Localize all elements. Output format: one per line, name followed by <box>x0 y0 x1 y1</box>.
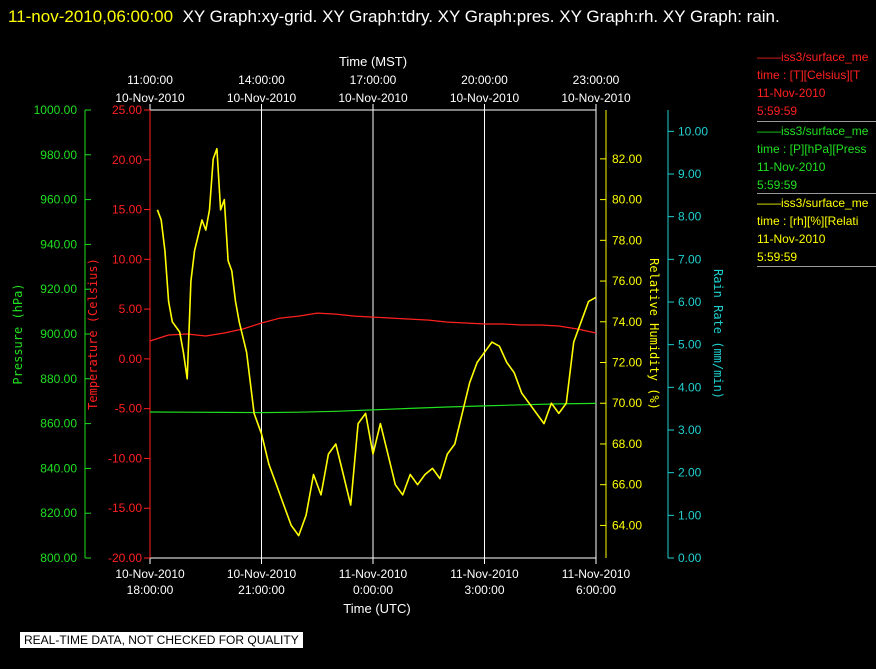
temperature-tick-label: -10.00 <box>108 451 142 465</box>
legend-divider <box>757 193 876 194</box>
temperature-tick-label: 20.00 <box>112 153 142 167</box>
x-top-tick-time: 20:00:00 <box>461 73 508 87</box>
legend-desc: time : [T][Celsius][T <box>757 68 861 82</box>
pressure-tick-label: 860.00 <box>40 417 77 431</box>
legend-divider <box>757 121 876 122</box>
pressure-tick-label: 980.00 <box>40 148 77 162</box>
x-tick-date: 10-Nov-2010 <box>227 567 297 581</box>
x-tick-time: 21:00:00 <box>238 583 285 597</box>
legend-name: ——iss3/surface_me <box>757 124 869 138</box>
legend-name: ——iss3/surface_me <box>757 50 869 64</box>
rain-tick-label: 9.00 <box>678 167 702 181</box>
legend-time: 5:59:59 <box>757 250 798 264</box>
legend-date: 11-Nov-2010 <box>757 232 826 246</box>
legend-entry-humidity[interactable]: ——iss3/surface_me time : [rh][%][Relati … <box>757 194 876 266</box>
rain-tick-label: 2.00 <box>678 466 702 480</box>
humidity-tick-label: 76.00 <box>612 274 642 288</box>
pressure-tick-label: 800.00 <box>40 551 77 565</box>
pressure-tick-label: 900.00 <box>40 327 77 341</box>
pressure-axis-label: Pressure (hPa) <box>11 283 25 384</box>
legend-divider <box>757 266 876 267</box>
rain-tick-label: 7.00 <box>678 252 702 266</box>
humidity-tick-label: 68.00 <box>612 437 642 451</box>
x-tick-date: 10-Nov-2010 <box>115 567 185 581</box>
x-tick-date: 11-Nov-2010 <box>450 567 519 581</box>
pressure-tick-label: 840.00 <box>40 461 77 475</box>
rain-tick-label: 3.00 <box>678 423 702 437</box>
temperature-tick-label: 10.00 <box>112 252 142 266</box>
temperature-tick-label: -20.00 <box>108 551 142 565</box>
rain-axis-label: Rain Rate (mm/min) <box>711 269 725 399</box>
temperature-tick-label: 0.00 <box>119 352 143 366</box>
pressure-tick-label: 1000.00 <box>34 103 78 117</box>
humidity-tick-label: 72.00 <box>612 356 642 370</box>
timestamp: 11-nov-2010,06:00:00 <box>8 7 174 26</box>
legend-desc: time : [P][hPa][Press <box>757 142 867 156</box>
legend-time: 5:59:59 <box>757 178 798 192</box>
rain-tick-label: 10.00 <box>678 124 708 138</box>
temperature-tick-label: 5.00 <box>119 302 143 316</box>
humidity-tick-label: 78.00 <box>612 233 642 247</box>
x-top-tick-date: 10-Nov-2010 <box>227 91 297 105</box>
pressure-tick-label: 880.00 <box>40 372 77 386</box>
x-tick-time: 18:00:00 <box>127 583 174 597</box>
chart-title: 11-nov-2010,06:00:00 XY Graph:xy-grid. X… <box>8 2 858 31</box>
temperature-axis-label: Temperature (Celsius) <box>86 258 100 410</box>
x-tick-date: 11-Nov-2010 <box>562 567 631 581</box>
temperature-tick-label: 15.00 <box>112 203 142 217</box>
x-top-tick-time: 17:00:00 <box>350 73 397 87</box>
humidity-tick-label: 70.00 <box>612 396 642 410</box>
humidity-axis-label: Relative Humidity (%) <box>647 258 661 410</box>
legend-name: ——iss3/surface_me <box>757 196 869 210</box>
x-tick-date: 11-Nov-2010 <box>339 567 408 581</box>
quality-notice: REAL-TIME DATA, NOT CHECKED FOR QUALITY <box>20 632 303 648</box>
legend-entry-pressure[interactable]: ——iss3/surface_me time : [P][hPa][Press … <box>757 122 876 194</box>
x-top-tick-date: 10-Nov-2010 <box>338 91 408 105</box>
humidity-tick-label: 66.00 <box>612 478 642 492</box>
legend-entry-temperature[interactable]: ——iss3/surface_me time : [T][Celsius][T … <box>757 48 876 120</box>
x-tick-time: 3:00:00 <box>464 583 504 597</box>
x-axis-label-utc: Time (UTC) <box>343 601 410 616</box>
legend-date: 11-Nov-2010 <box>757 160 826 174</box>
rain-tick-label: 1.00 <box>678 508 702 522</box>
series-line-temperature <box>149 312 597 342</box>
rain-tick-label: 4.00 <box>678 380 702 394</box>
humidity-tick-label: 82.00 <box>612 152 642 166</box>
temperature-tick-label: 25.00 <box>112 103 142 117</box>
x-tick-time: 6:00:00 <box>576 583 616 597</box>
pressure-tick-label: 960.00 <box>40 193 77 207</box>
rain-tick-label: 8.00 <box>678 210 702 224</box>
legend-date: 11-Nov-2010 <box>757 86 826 100</box>
legend-desc: time : [rh][%][Relati <box>757 214 859 228</box>
graph-list: XY Graph:xy-grid. XY Graph:tdry. XY Grap… <box>182 7 780 26</box>
x-tick-time: 0:00:00 <box>353 583 393 597</box>
temperature-tick-label: -15.00 <box>108 501 142 515</box>
pressure-tick-label: 940.00 <box>40 237 77 251</box>
x-top-tick-date: 10-Nov-2010 <box>115 91 185 105</box>
pressure-tick-label: 820.00 <box>40 506 77 520</box>
x-top-tick-time: 14:00:00 <box>238 73 285 87</box>
rain-tick-label: 0.00 <box>678 551 702 565</box>
rain-tick-label: 5.00 <box>678 338 702 352</box>
humidity-tick-label: 74.00 <box>612 315 642 329</box>
x-top-tick-time: 23:00:00 <box>573 73 620 87</box>
pressure-tick-label: 920.00 <box>40 282 77 296</box>
rain-tick-label: 6.00 <box>678 295 702 309</box>
temperature-tick-label: -5.00 <box>115 402 143 416</box>
x-top-tick-date: 10-Nov-2010 <box>561 91 631 105</box>
x-axis-label-mst: Time (MST) <box>339 54 407 69</box>
x-top-tick-time: 11:00:00 <box>127 73 173 87</box>
series-line-humidity <box>156 147 597 537</box>
humidity-tick-label: 80.00 <box>612 193 642 207</box>
humidity-tick-label: 64.00 <box>612 518 642 532</box>
x-top-tick-date: 10-Nov-2010 <box>450 91 520 105</box>
series-line-pressure <box>149 402 597 414</box>
legend-time: 5:59:59 <box>757 104 798 118</box>
